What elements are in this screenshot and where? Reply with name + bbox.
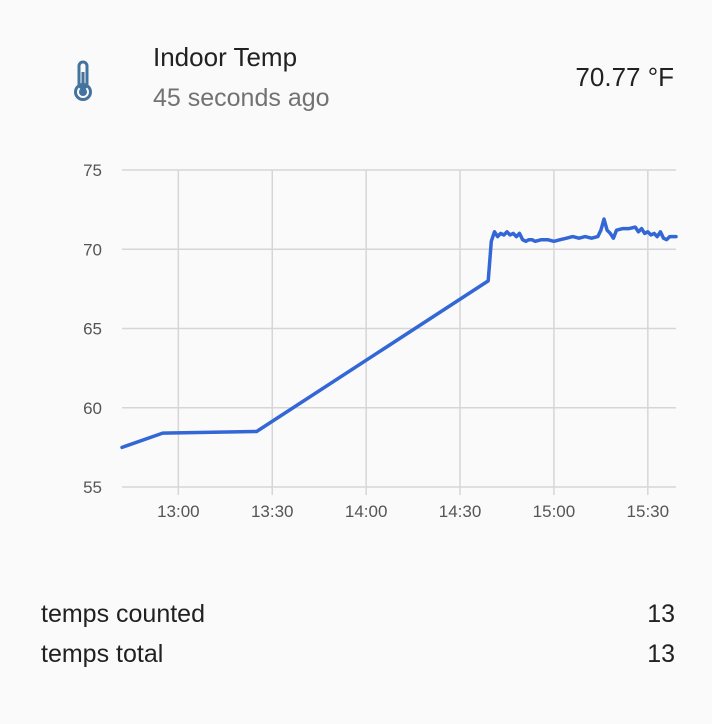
attribute-label: temps counted: [41, 600, 205, 628]
x-tick-label: 14:00: [345, 502, 388, 521]
temperature-series-line: [120, 217, 678, 450]
y-tick-label: 70: [83, 240, 102, 259]
history-chart[interactable]: 75 70 65 60 55 13:00 13:30 14:00 14:30 15:00 15:30: [0, 140, 712, 540]
y-tick-label: 65: [83, 320, 102, 339]
entity-name: Indoor Temp: [153, 42, 298, 72]
attribute-label: temps total: [41, 640, 164, 668]
entity-state: 70.77 °F: [575, 62, 674, 92]
attribute-value: 13: [647, 640, 675, 668]
y-tick-label: 75: [83, 161, 102, 180]
x-tick-label: 15:30: [627, 502, 670, 521]
x-tick-label: 13:00: [157, 502, 200, 521]
attribute-value: 13: [647, 600, 675, 628]
y-tick-label: 55: [83, 478, 102, 497]
x-tick-label: 13:30: [251, 502, 294, 521]
last-changed-time: 45 seconds ago: [153, 84, 330, 112]
attribute-row-temps-counted: temps counted 13: [41, 600, 675, 634]
card-header[interactable]: Indoor Temp 45 seconds ago 70.77 °F: [0, 0, 712, 130]
x-tick-label: 14:30: [439, 502, 482, 521]
thermometer-icon: [74, 60, 92, 101]
y-tick-label: 60: [83, 399, 102, 418]
attributes-list: temps counted 13 temps total 13: [41, 600, 675, 690]
attribute-row-temps-total: temps total 13: [41, 640, 675, 674]
x-tick-label: 15:00: [533, 502, 576, 521]
